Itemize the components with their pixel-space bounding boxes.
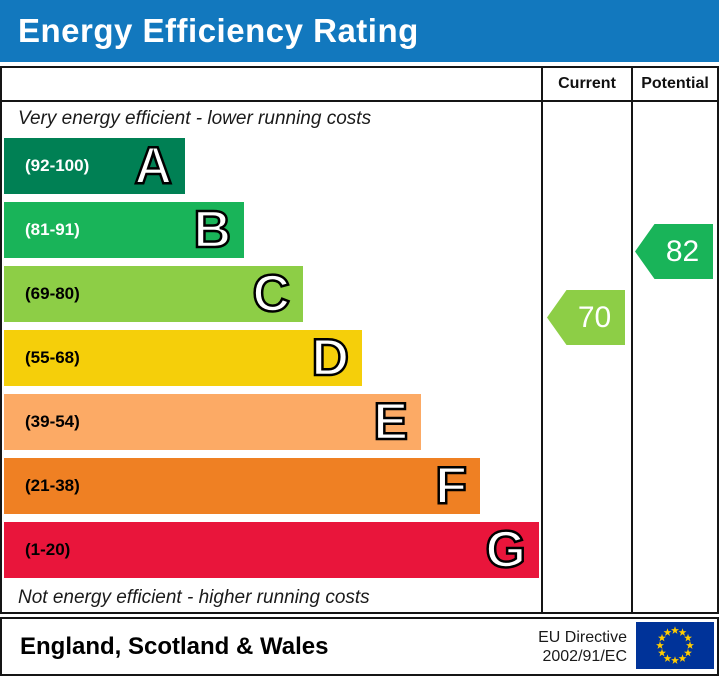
column-header-current: Current: [558, 75, 616, 92]
band-c-letter: C: [251, 265, 291, 323]
current-column-divider: [541, 68, 543, 612]
band-d-letter: D: [310, 329, 350, 387]
column-header-potential: Potential: [641, 75, 709, 92]
band-g-range: (1-20): [25, 540, 71, 559]
current-rating-value: 70: [577, 300, 612, 334]
potential-rating-value: 82: [665, 234, 700, 268]
band-a: (92-100) A: [4, 138, 185, 194]
band-d-range: (55-68): [25, 348, 80, 367]
band-f-range: (21-38): [25, 476, 80, 495]
band-g: (1-20) G: [4, 522, 539, 578]
header-divider: [2, 100, 717, 102]
footer-bar: England, Scotland & Wales EU Directive 2…: [0, 617, 719, 676]
band-f: (21-38) F: [4, 458, 480, 514]
rating-table: Current Potential Very energy efficient …: [0, 66, 719, 614]
band-b-range: (81-91): [25, 220, 80, 239]
bottom-note: Not energy efficient - higher running co…: [18, 587, 370, 608]
band-a-letter: A: [133, 137, 173, 195]
potential-rating-arrow: 82: [635, 224, 713, 279]
region-label: England, Scotland & Wales: [20, 632, 329, 660]
eu-directive-line2: 2002/91/EC: [542, 647, 627, 665]
band-e: (39-54) E: [4, 394, 421, 450]
band-d: (55-68) D: [4, 330, 362, 386]
top-note: Very energy efficient - lower running co…: [18, 108, 372, 129]
band-g-letter: G: [484, 521, 527, 579]
eu-directive-label: EU Directive 2002/91/EC: [538, 628, 627, 666]
band-c-range: (69-80): [25, 284, 80, 303]
band-e-range: (39-54): [25, 412, 80, 431]
potential-column-divider: [631, 68, 633, 612]
band-e-letter: E: [372, 393, 409, 451]
page-title: Energy Efficiency Rating: [18, 12, 419, 49]
band-b-letter: B: [192, 201, 232, 259]
current-rating-arrow: 70: [547, 290, 625, 345]
band-f-letter: F: [434, 457, 468, 515]
title-banner: Energy Efficiency Rating: [0, 0, 719, 62]
band-a-range: (92-100): [25, 156, 90, 175]
eu-flag-icon: [636, 622, 714, 669]
band-c: (69-80) C: [4, 266, 303, 322]
eu-directive-line1: EU Directive: [538, 628, 627, 646]
band-b: (81-91) B: [4, 202, 244, 258]
